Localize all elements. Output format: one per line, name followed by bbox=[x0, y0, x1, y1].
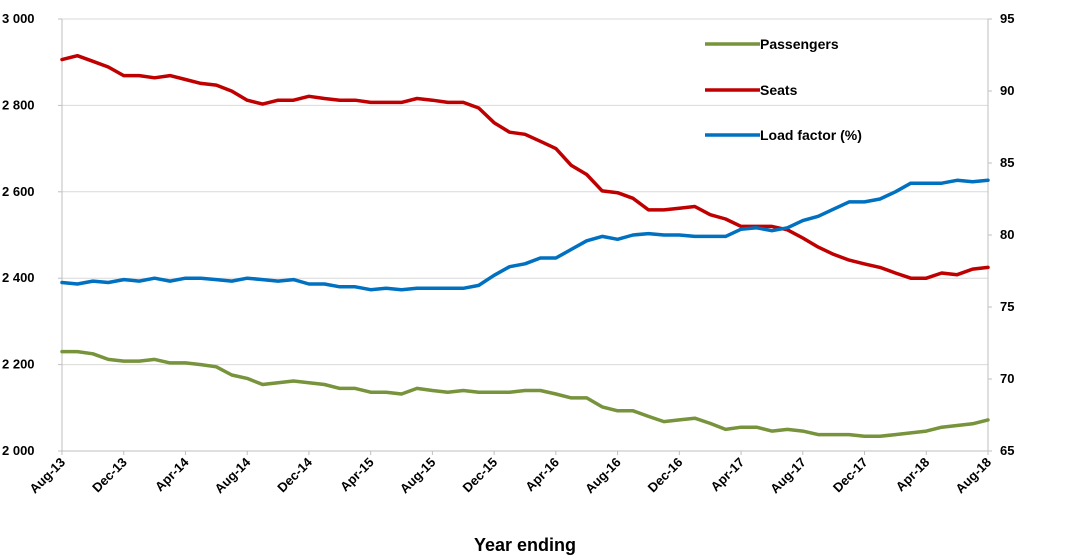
series-line-load-factor bbox=[60, 178, 990, 292]
y-left-tick-label: 3 000 bbox=[2, 11, 35, 26]
x-tick-label: Dec-13 bbox=[89, 455, 130, 496]
y-right-tick-label: 95 bbox=[1000, 11, 1014, 26]
series-line-passengers bbox=[60, 349, 990, 439]
y-right-tick-label: 85 bbox=[1000, 155, 1014, 170]
x-tick-label: Aug-16 bbox=[582, 455, 624, 497]
x-tick-label: Aug-13 bbox=[26, 455, 68, 497]
x-tick-label: Aug-18 bbox=[952, 455, 994, 497]
x-tick-label: Apr-15 bbox=[337, 455, 377, 495]
y-left-tick-label: 2 200 bbox=[2, 357, 35, 372]
x-tick-label: Aug-14 bbox=[212, 454, 254, 496]
x-axis: Aug-13 Dec-13 Apr-14 Aug-14 Dec-14 Apr-15 Aug-… bbox=[26, 451, 994, 496]
y-left-tick-label: 2 800 bbox=[2, 97, 35, 112]
series-line-seats bbox=[60, 53, 990, 280]
y-right-tick-label: 65 bbox=[1000, 443, 1014, 458]
x-tick-label: Aug-15 bbox=[397, 455, 439, 497]
gridlines bbox=[62, 18, 988, 366]
y-left-tick-label: 2 000 bbox=[2, 443, 35, 458]
x-axis-label: Year ending bbox=[474, 535, 576, 555]
y-left-tick-label: 2 400 bbox=[2, 270, 35, 285]
series-lines bbox=[60, 53, 990, 439]
legend-label-seats: Seats bbox=[760, 82, 798, 98]
y-right-tick-label: 70 bbox=[1000, 371, 1014, 386]
x-tick-label: Apr-17 bbox=[707, 455, 747, 495]
x-tick-label: Dec-14 bbox=[274, 454, 315, 495]
x-tick-label: Dec-16 bbox=[645, 455, 686, 496]
legend: Passengers Seats Load factor (%) bbox=[705, 36, 862, 143]
legend-label-load-factor: Load factor (%) bbox=[760, 127, 862, 143]
x-tick-label: Apr-14 bbox=[152, 454, 192, 494]
x-tick-label: Dec-15 bbox=[459, 455, 500, 496]
x-tick-label: Apr-18 bbox=[893, 455, 933, 495]
y-axis-left: 2 000 2 200 2 400 2 600 2 800 3 000 bbox=[2, 11, 62, 458]
y-right-tick-label: 80 bbox=[1000, 227, 1014, 242]
y-axis-right: 65 70 75 80 85 90 95 bbox=[988, 11, 1014, 458]
y-right-tick-label: 90 bbox=[1000, 83, 1014, 98]
x-tick-label: Aug-17 bbox=[767, 455, 809, 497]
y-left-tick-label: 2 600 bbox=[2, 184, 35, 199]
legend-label-passengers: Passengers bbox=[760, 36, 839, 52]
x-tick-label: Dec-17 bbox=[830, 455, 871, 496]
x-tick-label: Apr-16 bbox=[522, 455, 562, 495]
y-right-tick-label: 75 bbox=[1000, 299, 1014, 314]
